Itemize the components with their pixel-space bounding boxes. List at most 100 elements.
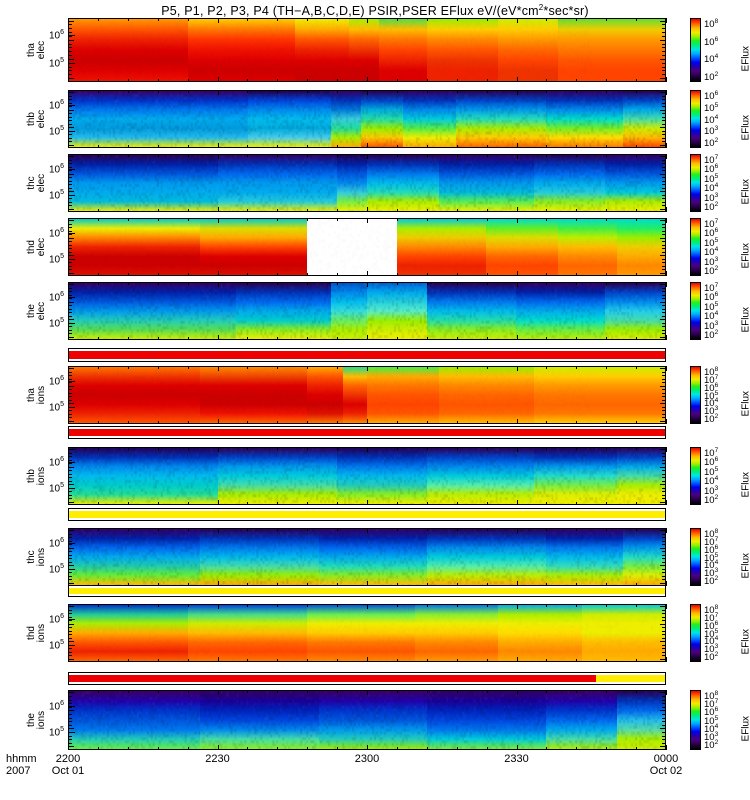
y-minor-tick	[68, 223, 72, 225]
x-tick-mark	[426, 209, 428, 212]
y-minor-tick	[660, 255, 666, 257]
y-minor-tick	[68, 540, 72, 542]
x-tick-mark	[367, 154, 368, 159]
y-tick-label: 106	[48, 375, 64, 388]
y-minor-tick	[68, 308, 72, 310]
y-minor-tick	[662, 473, 666, 475]
y-minor-tick	[68, 201, 72, 203]
y-minor-tick	[660, 319, 666, 321]
x-tick-mark	[247, 583, 249, 586]
x-tick-mark	[217, 154, 219, 159]
panel-thc-elec	[68, 154, 666, 212]
y-minor-tick	[660, 582, 666, 584]
x-tick-mark	[396, 604, 398, 607]
x-tick-mark	[606, 218, 608, 221]
x-tick-mark	[486, 366, 488, 369]
y-minor-tick	[662, 141, 666, 143]
y-minor-tick	[68, 575, 72, 577]
x-tick-mark	[337, 18, 339, 21]
y-minor-tick	[68, 582, 74, 584]
y-minor-tick	[662, 630, 666, 632]
x-tick-mark	[396, 209, 398, 212]
y-minor-tick	[662, 130, 666, 132]
x-tick-mark	[68, 528, 69, 533]
x-tick-mark	[636, 273, 638, 276]
y-minor-tick	[660, 58, 666, 60]
y-minor-tick	[68, 78, 74, 80]
panel-plot-area-tha-ions[interactable]	[68, 366, 666, 424]
panel-plot-area-thd-elec[interactable]	[68, 218, 666, 276]
mode-strip-tha-ions[interactable]	[68, 426, 666, 439]
y-minor-tick	[662, 637, 666, 639]
y-minor-tick	[662, 378, 666, 380]
x-tick-mark	[636, 690, 638, 693]
y-minor-tick	[662, 463, 666, 465]
x-tick-mark	[456, 366, 458, 369]
mode-strip-the-elec[interactable]	[68, 348, 666, 362]
y-minor-tick	[660, 710, 666, 712]
colorbar-tick-label: 102	[704, 201, 719, 214]
x-tick-mark	[127, 659, 129, 662]
panel-thd-ions	[68, 604, 666, 662]
x-tick-mark	[187, 337, 189, 340]
panel-plot-area-thb-ions[interactable]	[68, 447, 666, 505]
spectrogram-noise	[69, 529, 665, 585]
x-tick-mark	[456, 583, 458, 586]
mode-strip-thc-ions[interactable]	[68, 585, 666, 597]
y-minor-tick	[662, 24, 666, 26]
y-minor-tick	[68, 456, 72, 458]
y-minor-tick	[662, 699, 666, 701]
x-tick-mark	[546, 209, 548, 212]
x-tick-mark	[396, 659, 398, 662]
x-tick-mark	[486, 604, 488, 607]
y-minor-tick	[68, 55, 72, 57]
x-tick-mark	[456, 282, 458, 285]
y-minor-tick	[68, 410, 72, 412]
panel-plot-area-tha-elec[interactable]	[68, 18, 666, 82]
x-tick-mark	[127, 528, 129, 531]
colorbar-title: EFlux	[740, 114, 750, 141]
y-minor-tick	[68, 714, 72, 715]
colorbar-tick-label: 103	[704, 643, 719, 656]
x-tick-mark	[157, 690, 159, 693]
panel-plot-area-thd-ions[interactable]	[68, 604, 666, 662]
y-minor-tick	[662, 305, 666, 307]
x-tick-mark	[456, 273, 458, 276]
y-minor-tick	[68, 47, 72, 49]
y-minor-tick	[68, 43, 72, 45]
panel-plot-area-thc-ions[interactable]	[68, 528, 666, 586]
x-tick-mark	[636, 18, 638, 21]
x-tick-mark	[97, 528, 99, 531]
x-tick-mark	[307, 145, 309, 148]
colorbar-tick-label: 102	[704, 137, 719, 150]
y-minor-tick	[660, 658, 666, 660]
colorbar-tick-label: 104	[704, 397, 719, 410]
mode-strip-thd-ions[interactable]	[68, 672, 666, 685]
panel-plot-area-the-ions[interactable]	[68, 690, 666, 750]
x-tick-mark	[97, 502, 99, 505]
x-tick-mark	[187, 421, 189, 424]
spectrogram-noise	[69, 691, 665, 749]
panel-plot-area-the-elec[interactable]	[68, 282, 666, 340]
x-tick-mark	[606, 366, 608, 369]
y-minor-tick	[68, 113, 72, 115]
y-minor-tick	[660, 208, 666, 210]
y-minor-tick	[68, 648, 72, 650]
y-minor-tick	[68, 315, 72, 317]
y-minor-tick	[68, 255, 74, 257]
x-tick-mark	[68, 77, 69, 82]
x-tick-mark	[157, 18, 159, 21]
x-tick-mark	[307, 583, 309, 586]
x-tick-mark	[426, 502, 428, 505]
colorbar-tick-label: 108	[704, 690, 719, 703]
y-tick-label: 106	[48, 227, 64, 240]
panel-plot-area-thc-elec[interactable]	[68, 154, 666, 212]
colorbar-title: EFlux	[740, 471, 750, 498]
x-tick-mark	[187, 447, 189, 450]
x-tick-mark	[576, 366, 578, 369]
x-tick-mark	[456, 90, 458, 93]
panel-plot-area-thb-elec[interactable]	[68, 90, 666, 148]
colorbar-tick-label: 103	[704, 730, 719, 743]
figure-title-main: P5, P1, P2, P3, P4 (TH−A,B,C,D,E) PSIR,P…	[161, 4, 539, 19]
mode-strip-thb-ions[interactable]	[68, 508, 666, 521]
